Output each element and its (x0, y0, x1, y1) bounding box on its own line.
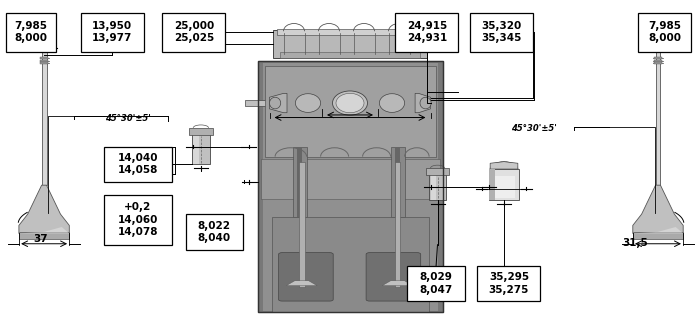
Bar (276, 29, 424, 35)
Polygon shape (270, 93, 287, 113)
Text: 8,029
8,047: 8,029 8,047 (419, 272, 453, 295)
Ellipse shape (420, 97, 431, 109)
Bar (80, 13, 144, 52)
Bar (193, 129, 199, 164)
Bar (162, 13, 225, 52)
Bar (470, 13, 533, 52)
Bar (186, 214, 243, 250)
Bar (293, 147, 307, 217)
Bar (477, 266, 540, 301)
Text: 24,915
24,931: 24,915 24,931 (407, 21, 447, 43)
Bar (19, 232, 69, 239)
Bar (41, 60, 48, 62)
Text: 8,022
8,040: 8,022 8,040 (197, 221, 231, 243)
Bar (6, 13, 56, 52)
Bar (638, 13, 691, 52)
Bar (429, 169, 446, 200)
Bar (270, 97, 434, 109)
Text: 31,5: 31,5 (623, 238, 648, 248)
Bar (395, 162, 400, 287)
FancyBboxPatch shape (366, 253, 421, 301)
Bar (299, 162, 304, 287)
Bar (263, 63, 438, 311)
Text: 35,295
35,275: 35,295 35,275 (489, 272, 529, 295)
Bar (258, 61, 443, 312)
Text: +0,2
14,060
14,078: +0,2 14,060 14,078 (118, 202, 158, 237)
Text: 37: 37 (34, 234, 48, 244)
Bar (654, 57, 662, 59)
Polygon shape (286, 281, 317, 286)
Text: 25,000
25,025: 25,000 25,025 (174, 21, 214, 43)
Bar (430, 169, 435, 200)
Polygon shape (415, 93, 430, 113)
Bar (258, 61, 443, 312)
Bar (245, 100, 274, 106)
Bar (104, 195, 172, 245)
Bar (192, 129, 210, 164)
Bar (489, 169, 519, 200)
Bar (395, 13, 458, 52)
Bar (41, 62, 48, 64)
Ellipse shape (270, 97, 281, 109)
Bar (273, 30, 427, 58)
Bar (261, 159, 440, 199)
Bar (426, 168, 449, 175)
Text: 14,040
14,058: 14,040 14,058 (118, 153, 158, 175)
Bar (391, 147, 405, 217)
Bar (654, 62, 662, 64)
Text: 13,950
13,977: 13,950 13,977 (92, 21, 132, 43)
Polygon shape (42, 50, 46, 185)
Bar (280, 52, 420, 58)
Polygon shape (655, 50, 660, 185)
Bar (654, 60, 662, 62)
Bar (407, 266, 465, 301)
FancyBboxPatch shape (279, 253, 333, 301)
Bar (395, 147, 400, 217)
Ellipse shape (379, 94, 405, 112)
Bar (41, 57, 48, 59)
Bar (272, 217, 429, 312)
Polygon shape (19, 227, 69, 233)
Ellipse shape (295, 94, 321, 112)
Polygon shape (382, 281, 413, 286)
Bar (489, 169, 495, 200)
Text: 45°30'±5': 45°30'±5' (511, 124, 557, 133)
Bar (493, 176, 515, 198)
Text: 35,320
35,345: 35,320 35,345 (482, 21, 522, 43)
Text: 45°30'±5': 45°30'±5' (105, 114, 151, 123)
Text: 7,985
8,000: 7,985 8,000 (14, 21, 48, 43)
Polygon shape (490, 162, 518, 169)
Bar (104, 147, 172, 182)
Ellipse shape (332, 91, 368, 115)
Bar (633, 232, 683, 239)
Bar (297, 147, 302, 217)
Bar (265, 66, 436, 156)
Text: 7,985
8,000: 7,985 8,000 (648, 21, 681, 43)
Ellipse shape (336, 93, 364, 113)
Polygon shape (633, 185, 683, 233)
Bar (189, 128, 213, 135)
Polygon shape (19, 185, 69, 233)
Polygon shape (633, 227, 683, 233)
